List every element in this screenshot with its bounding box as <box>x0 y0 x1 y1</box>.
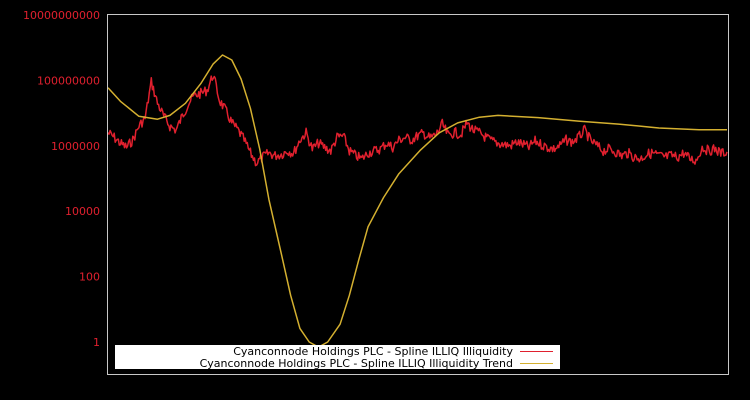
y-tick-label: 100000000 <box>37 74 100 87</box>
plot-border <box>107 14 729 375</box>
legend-label-trend: Cyanconnode Holdings PLC - Spline ILLIQ … <box>200 357 513 370</box>
y-tick-label: 10000000000 <box>23 9 100 22</box>
y-axis-ticks: 10000000000 100000000 1000000 10000 100 1 <box>23 9 100 349</box>
y-tick-label: 1000000 <box>51 140 100 153</box>
legend-box <box>115 345 560 369</box>
legend-label-illiquidity: Cyanconnode Holdings PLC - Spline ILLIQ … <box>233 345 513 358</box>
y-tick-label: 10000 <box>65 205 100 218</box>
series-line-illiquidity <box>107 75 728 167</box>
y-tick-label: 100 <box>79 271 100 284</box>
legend: Cyanconnode Holdings PLC - Spline ILLIQ … <box>115 345 560 370</box>
y-tick-label: 1 <box>93 336 100 349</box>
